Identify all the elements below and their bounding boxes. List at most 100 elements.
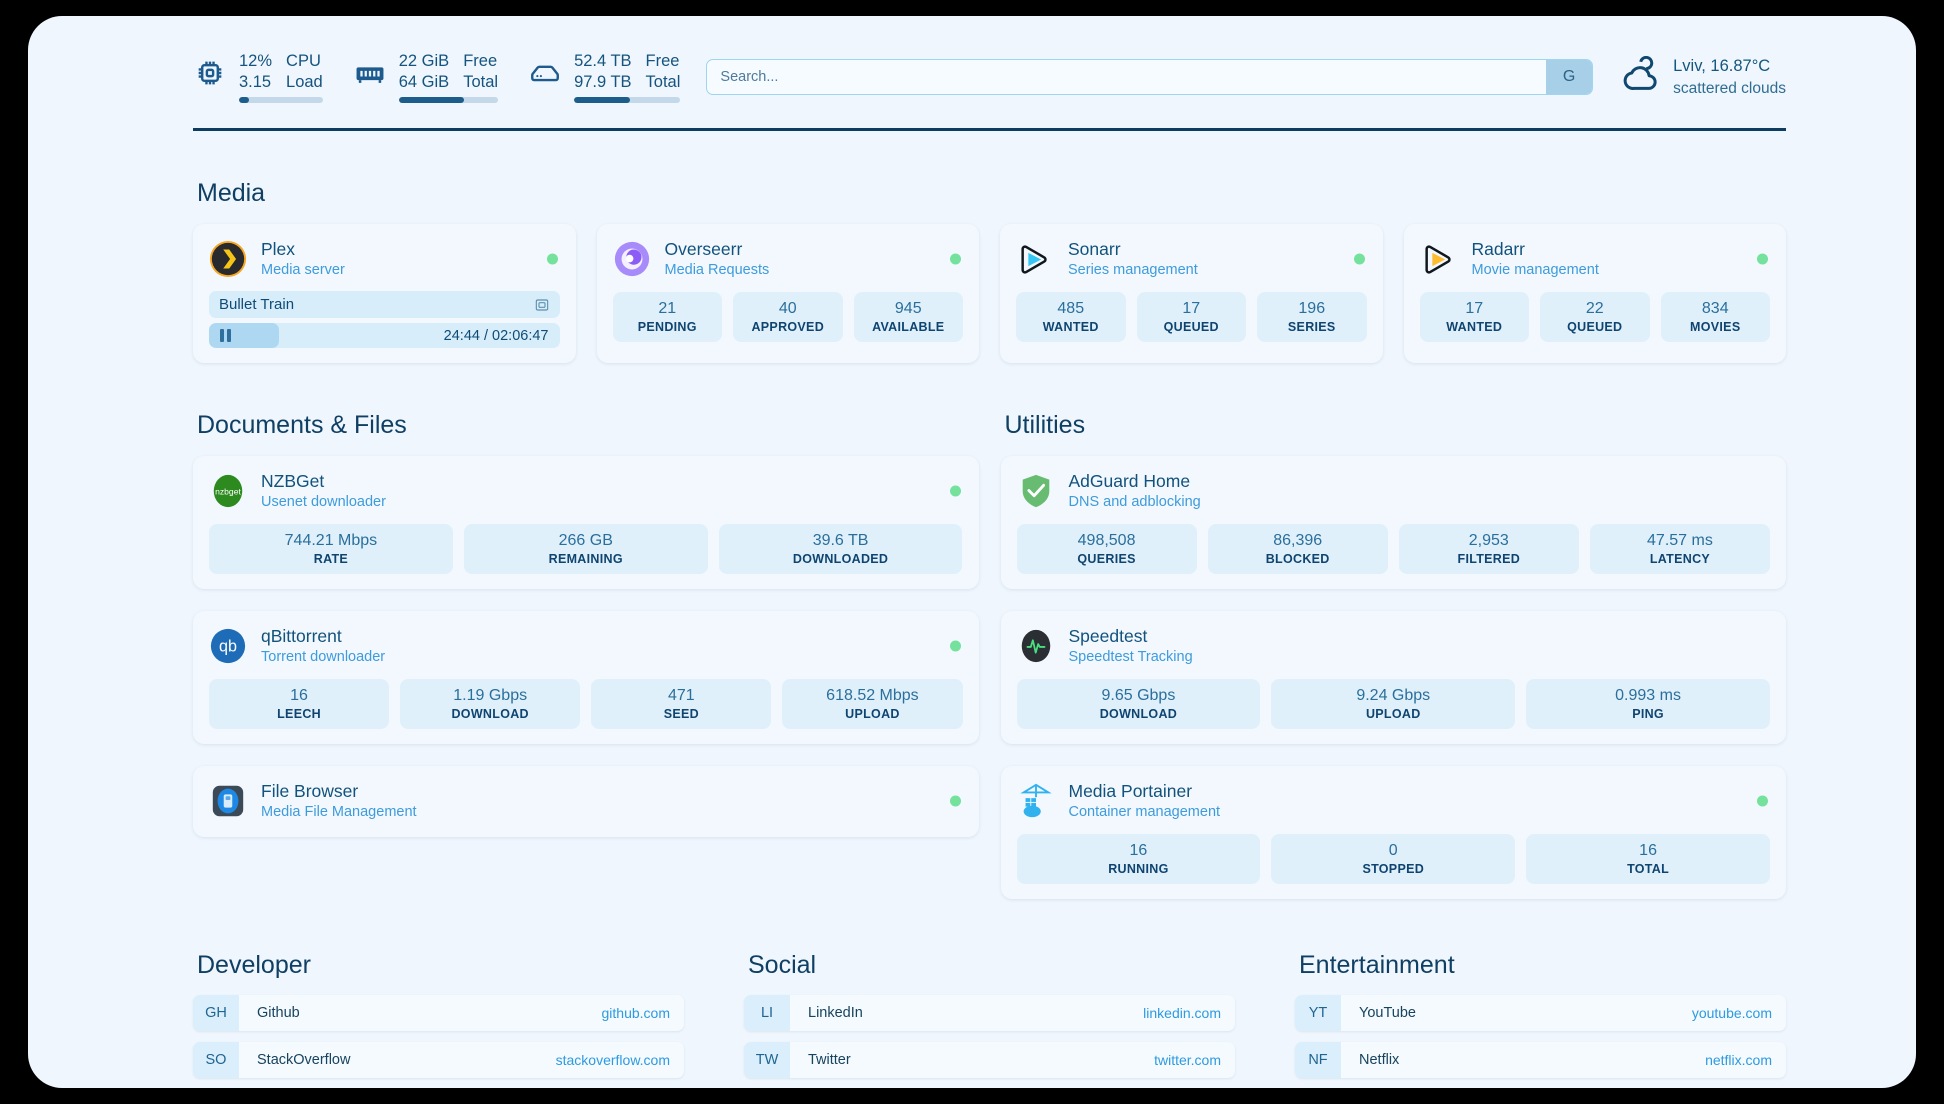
stat-value: 266 GB [558, 532, 613, 550]
stat-label: DOWNLOAD [1099, 707, 1178, 722]
stat-tile: 485 WANTED [1016, 292, 1126, 343]
storage-label-2: Total [645, 72, 681, 91]
filebrowser-subtitle: Media File Management [261, 804, 417, 821]
system-stats: 12% 3.15 CPU Load [193, 51, 681, 104]
service-card-adguard[interactable]: AdGuard Home DNS and adblocking 498,508 … [1000, 456, 1786, 590]
plex-time-label: 24:44 / 02:06:47 [443, 327, 549, 344]
stat-label: PENDING [637, 320, 697, 335]
bookmark-item[interactable]: GH Github github.com [193, 995, 684, 1032]
stat-value: 471 [667, 687, 695, 705]
service-card-plex[interactable]: Plex Media server Bullet Train [193, 224, 576, 364]
qbittorrent-name: qBittorrent [261, 626, 342, 647]
weather-widget: Lviv, 16.87°C scattered clouds [1619, 55, 1786, 100]
bookmark-name: LinkedIn [808, 1005, 863, 1022]
stat-tile: 0.993 ms PING [1526, 679, 1770, 730]
memory-usage-bar-fill [398, 97, 465, 104]
stat-value: 16 [290, 687, 308, 705]
memory-free-value: 22 GiB [398, 51, 450, 70]
qbittorrent-icon: qb [209, 627, 247, 665]
stat-label: UPLOAD [845, 707, 900, 722]
cpu-label-1: CPU [286, 51, 321, 70]
stat-label: BLOCKED [1265, 552, 1330, 567]
pause-icon[interactable] [220, 329, 231, 343]
stat-tile: 834 MOVIES [1660, 292, 1770, 343]
bookmark-item[interactable]: SO StackOverflow stackoverflow.com [193, 1042, 684, 1079]
radarr-name: Radarr [1471, 239, 1526, 259]
service-card-nzbget[interactable]: nzbget NZBGet Usenet downloader 744.21 M… [193, 456, 979, 590]
cpu-label-2: Load [286, 72, 323, 91]
storage-total-value: 97.9 TB [574, 72, 632, 91]
service-card-radarr[interactable]: Radarr Movie management 17 WANTED 22 QUE… [1403, 224, 1786, 364]
stat-value: 618.52 Mbps [826, 687, 919, 705]
search-input[interactable] [707, 60, 1547, 94]
stat-value: 1.19 Gbps [453, 687, 528, 705]
stat-value: 86,396 [1273, 532, 1323, 550]
radarr-status-badge [1757, 253, 1768, 265]
qbittorrent-status-badge [949, 640, 961, 652]
stat-value: 9.24 Gbps [1356, 687, 1431, 705]
plex-name: Plex [261, 239, 296, 259]
media-cards-grid: Plex Media server Bullet Train [193, 224, 1786, 364]
sonarr-status-badge [1353, 253, 1365, 265]
bookmark-item[interactable]: YT YouTube youtube.com [1295, 995, 1786, 1032]
plex-progress-bar[interactable]: 24:44 / 02:06:47 [209, 323, 560, 349]
adguard-name: AdGuard Home [1068, 471, 1191, 492]
bookmark-group-social: Social LI LinkedIn linkedin.com TW Twitt… [744, 951, 1235, 1088]
search-submit-button[interactable]: G [1546, 60, 1593, 94]
overseerr-name: Overseerr [664, 239, 743, 259]
stat-value: 196 [1298, 300, 1326, 318]
search-bar[interactable]: G [706, 59, 1594, 95]
stat-value: 40 [778, 300, 797, 318]
stat-tile: 471 SEED [591, 679, 772, 730]
service-card-filebrowser[interactable]: File Browser Media File Management [193, 766, 979, 838]
service-card-portainer[interactable]: Media Portainer Container management 16 … [1000, 766, 1786, 900]
bookmark-name: StackOverflow [257, 1052, 351, 1069]
cast-icon[interactable] [534, 297, 550, 313]
service-card-speedtest[interactable]: Speedtest Speedtest Tracking 9.65 Gbps D… [1000, 611, 1786, 745]
sonarr-stats: 485 WANTED 17 QUEUED 196 SERIES [1016, 292, 1367, 343]
stat-label: RUNNING [1108, 862, 1169, 877]
bookmark-group-title: Social [748, 951, 817, 980]
ram-icon [353, 56, 387, 90]
bookmark-abbr: GH [193, 995, 239, 1032]
plex-status-badge [546, 253, 558, 265]
service-card-sonarr[interactable]: Sonarr Series management 485 WANTED 17 Q… [1000, 224, 1383, 364]
header-divider [193, 128, 1786, 131]
stat-memory: 22 GiB 64 GiB Free Total [353, 51, 499, 104]
portainer-subtitle: Container management [1068, 804, 1221, 821]
nzbget-subtitle: Usenet downloader [261, 494, 386, 511]
service-card-overseerr[interactable]: Overseerr Media Requests 21 PENDING 40 A… [596, 224, 979, 364]
overseerr-stats: 21 PENDING 40 APPROVED 945 AVAILABLE [612, 292, 963, 343]
stat-tile: 21 PENDING [612, 292, 722, 343]
service-card-qbittorrent[interactable]: qb qBittorrent Torrent downloader 16 LEE… [193, 611, 979, 745]
stat-label: FILTERED [1457, 552, 1521, 567]
plex-player: Bullet Train 24:44 / 02:06:47 [209, 291, 560, 349]
bookmark-url: github.com [601, 1005, 670, 1022]
top-bar: 12% 3.15 CPU Load [193, 46, 1786, 108]
stat-value: 2,953 [1468, 532, 1509, 550]
stat-label: DOWNLOAD [451, 707, 529, 722]
sonarr-subtitle: Series management [1068, 262, 1198, 279]
memory-total-value: 64 GiB [398, 72, 450, 91]
disk-icon [528, 56, 562, 90]
nzbget-stats: 744.21 Mbps RATE 266 GB REMAINING 39.6 T… [209, 524, 963, 575]
cpu-icon [193, 56, 227, 90]
portainer-stats: 16 RUNNING 0 STOPPED 16 TOTAL [1016, 834, 1771, 885]
overseerr-icon [613, 240, 651, 278]
cpu-usage-percent: 12% [239, 51, 273, 70]
stat-value: 945 [894, 300, 922, 318]
memory-usage-bar [398, 97, 499, 104]
section-title-documents: Documents & Files [197, 411, 407, 440]
stat-tile: 16 RUNNING [1016, 834, 1261, 885]
bookmark-url: netflix.com [1705, 1052, 1772, 1069]
stat-tile: 1.19 Gbps DOWNLOAD [400, 679, 581, 730]
plex-now-playing-title: Bullet Train [219, 296, 295, 314]
bookmark-item[interactable]: TW Twitter twitter.com [744, 1042, 1235, 1079]
bookmark-abbr: NF [1295, 1042, 1341, 1079]
bookmark-item[interactable]: LI LinkedIn linkedin.com [744, 995, 1235, 1032]
stat-tile: 16 LEECH [209, 679, 390, 730]
stat-value: 744.21 Mbps [284, 532, 378, 550]
overseerr-status-badge [950, 253, 961, 265]
bookmark-item[interactable]: NF Netflix netflix.com [1295, 1042, 1786, 1079]
stat-tile: 2,953 FILTERED [1398, 524, 1579, 575]
